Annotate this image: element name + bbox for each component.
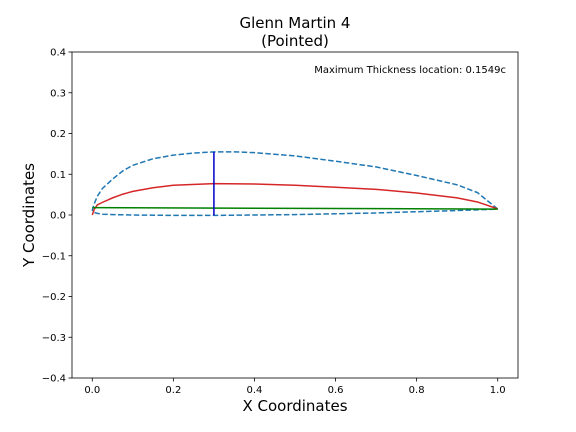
x-tick-label-0: 0.0 (84, 385, 100, 396)
x-tick-label-2: 0.4 (247, 385, 263, 396)
y-tick-label-8: −0.4 (42, 374, 66, 385)
chart-title-line1: Glenn Martin 4 (240, 14, 351, 32)
x-tick-label-1: 0.2 (165, 385, 181, 396)
plot-frame (71, 51, 519, 379)
series-line-2 (92, 206, 498, 210)
ticks-layer: 0.0 0.2 0.4 0.6 0.8 1.0 0.4 0.3 0.2 0.1 0.0 −0.1 −0.… (42, 48, 506, 397)
y-axis-title: Y Coordinates (20, 163, 38, 268)
y-tick-label-6: −0.2 (42, 292, 66, 303)
x-tick-label-3: 0.6 (328, 385, 344, 396)
y-tick-label-2: 0.2 (50, 129, 66, 140)
x-tick-label-4: 0.8 (409, 385, 425, 396)
chart-title-line2: (Pointed) (261, 32, 329, 50)
y-tick-label-3: 0.1 (50, 170, 66, 181)
x-axis-title: X Coordinates (242, 397, 347, 415)
series-layer (91, 151, 499, 217)
y-tick-label-4: 0.0 (50, 211, 66, 222)
x-tick-label-5: 1.0 (490, 385, 506, 396)
series-line-0 (91, 151, 499, 217)
y-tick-label-1: 0.3 (50, 88, 66, 99)
max-thickness-annotation: Maximum Thickness location: 0.1549c (314, 65, 506, 76)
y-tick-label-0: 0.4 (50, 48, 66, 59)
y-tick-label-7: −0.3 (42, 333, 66, 344)
series-line-1 (91, 182, 498, 216)
y-tick-label-5: −0.1 (42, 251, 66, 262)
